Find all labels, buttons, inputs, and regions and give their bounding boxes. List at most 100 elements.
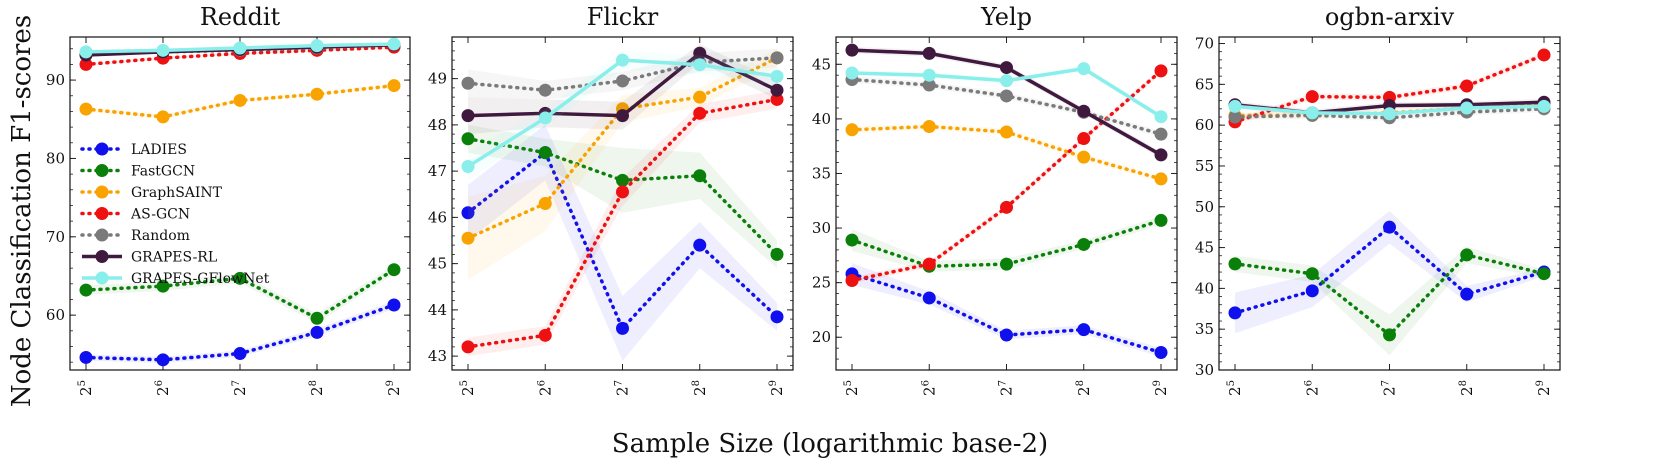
data-point — [1460, 287, 1474, 301]
x-tick-label: 26 — [920, 380, 938, 396]
confidence-band — [852, 65, 1161, 120]
data-point — [1000, 200, 1013, 214]
data-point — [1077, 62, 1091, 76]
series-as-gcn — [845, 64, 1168, 287]
data-point — [1000, 61, 1013, 75]
data-point — [1383, 107, 1396, 121]
legend-swatch-marker — [95, 164, 109, 177]
legend-entry-random: Random — [80, 228, 190, 244]
data-point — [1460, 248, 1474, 262]
x-tick-label: 25 — [843, 380, 861, 396]
series-fastgcn — [1228, 246, 1551, 356]
data-point — [1305, 106, 1319, 120]
data-point — [1537, 267, 1551, 281]
data-point — [1154, 148, 1168, 162]
confidence-band — [468, 48, 777, 280]
series-grapes-gflownet — [1228, 99, 1551, 121]
x-tick-label: 28 — [1458, 380, 1476, 396]
data-point — [693, 46, 707, 60]
y-tick-label: 43 — [428, 347, 447, 365]
plot-frame — [835, 36, 1178, 371]
legend-entry-graphsaint: GraphSAINT — [80, 185, 223, 201]
data-point — [1228, 306, 1242, 320]
data-point — [770, 247, 784, 261]
data-point — [845, 273, 859, 287]
y-tick-label: 90 — [46, 71, 65, 89]
data-point — [1077, 132, 1091, 146]
panels: Reddit 60 70 80 90 25 26 27 28 29 LADIES FastGCN Gra… — [46, 3, 1561, 396]
data-point — [461, 231, 475, 245]
data-point — [1077, 323, 1091, 337]
confidence-band — [1235, 210, 1544, 334]
panel-title: Reddit — [200, 3, 281, 31]
data-point — [616, 74, 629, 88]
data-point — [770, 51, 784, 65]
x-tick-label: 29 — [385, 380, 403, 396]
data-point — [1537, 99, 1551, 113]
data-point — [156, 110, 170, 124]
legend-entry-as-gcn: AS-GCN — [80, 207, 190, 223]
y-tick-label: 30 — [1195, 361, 1214, 379]
plot-frame — [451, 36, 794, 371]
data-point — [693, 238, 707, 252]
data-point — [616, 109, 629, 123]
data-point — [1154, 213, 1168, 227]
series-line — [1233, 53, 1546, 124]
legend-label: GRAPES-RL — [131, 250, 217, 266]
series-fastgcn — [845, 213, 1168, 273]
confidence-band — [852, 263, 1161, 357]
x-tick-label: 25 — [459, 380, 477, 396]
data-point — [845, 233, 859, 247]
x-tick-label: 28 — [1075, 380, 1093, 396]
data-point — [770, 92, 784, 106]
x-tick-label: 28 — [308, 380, 326, 396]
data-point — [79, 57, 93, 71]
data-point — [1460, 101, 1474, 115]
panel-flickr: Flickr 43 44 45 46 47 48 49 25 26 27 28 29 — [428, 3, 794, 396]
data-point — [387, 79, 401, 93]
x-tick-label: 26 — [536, 380, 554, 396]
data-point — [1154, 110, 1168, 124]
data-point — [1077, 104, 1091, 118]
y-tick-label: 70 — [46, 228, 65, 246]
data-point — [79, 350, 93, 364]
y-tick-label: 48 — [428, 116, 447, 134]
legend-swatch-marker — [95, 271, 109, 285]
x-tick-label: 25 — [77, 380, 95, 396]
panel-yelp: Yelp 20 25 30 35 40 45 25 26 27 28 29 — [812, 3, 1178, 396]
data-point — [1154, 172, 1168, 186]
y-tick-label: 70 — [1195, 35, 1214, 53]
data-point — [1305, 267, 1319, 281]
data-point — [79, 283, 93, 297]
data-point — [922, 257, 936, 271]
series-graphsaint — [79, 79, 401, 124]
data-point — [233, 347, 247, 361]
data-point — [616, 53, 629, 67]
data-point — [461, 160, 475, 173]
y-tick-label: 45 — [428, 255, 447, 273]
legend-label: LADIES — [131, 142, 187, 158]
data-point — [461, 109, 475, 123]
data-point — [1077, 237, 1091, 251]
legend: LADIES FastGCN GraphSAINT AS-GCN Random GRAPE… — [80, 142, 270, 287]
legend-swatch-marker — [95, 250, 109, 263]
y-tick-label: 60 — [1195, 116, 1214, 134]
x-tick-label: 28 — [691, 380, 709, 396]
data-point — [922, 68, 936, 82]
data-point — [1383, 220, 1396, 234]
x-tick-label: 26 — [1303, 380, 1321, 396]
panel-title: Yelp — [980, 3, 1032, 31]
legend-label: GRAPES-GFlowNet — [131, 271, 270, 287]
data-point — [1000, 74, 1013, 88]
x-tick-label: 25 — [1226, 380, 1244, 396]
x-tick-label: 27 — [1381, 380, 1399, 396]
y-tick-label: 30 — [812, 219, 831, 237]
legend-entry-grapes-gflownet: GRAPES-GFlowNet — [82, 271, 270, 287]
data-point — [845, 43, 859, 57]
data-point — [310, 325, 324, 339]
y-tick-label: 46 — [428, 208, 447, 226]
series-fastgcn — [79, 263, 401, 325]
data-point — [79, 45, 93, 59]
data-point — [538, 328, 552, 342]
y-tick-label: 49 — [428, 70, 447, 88]
